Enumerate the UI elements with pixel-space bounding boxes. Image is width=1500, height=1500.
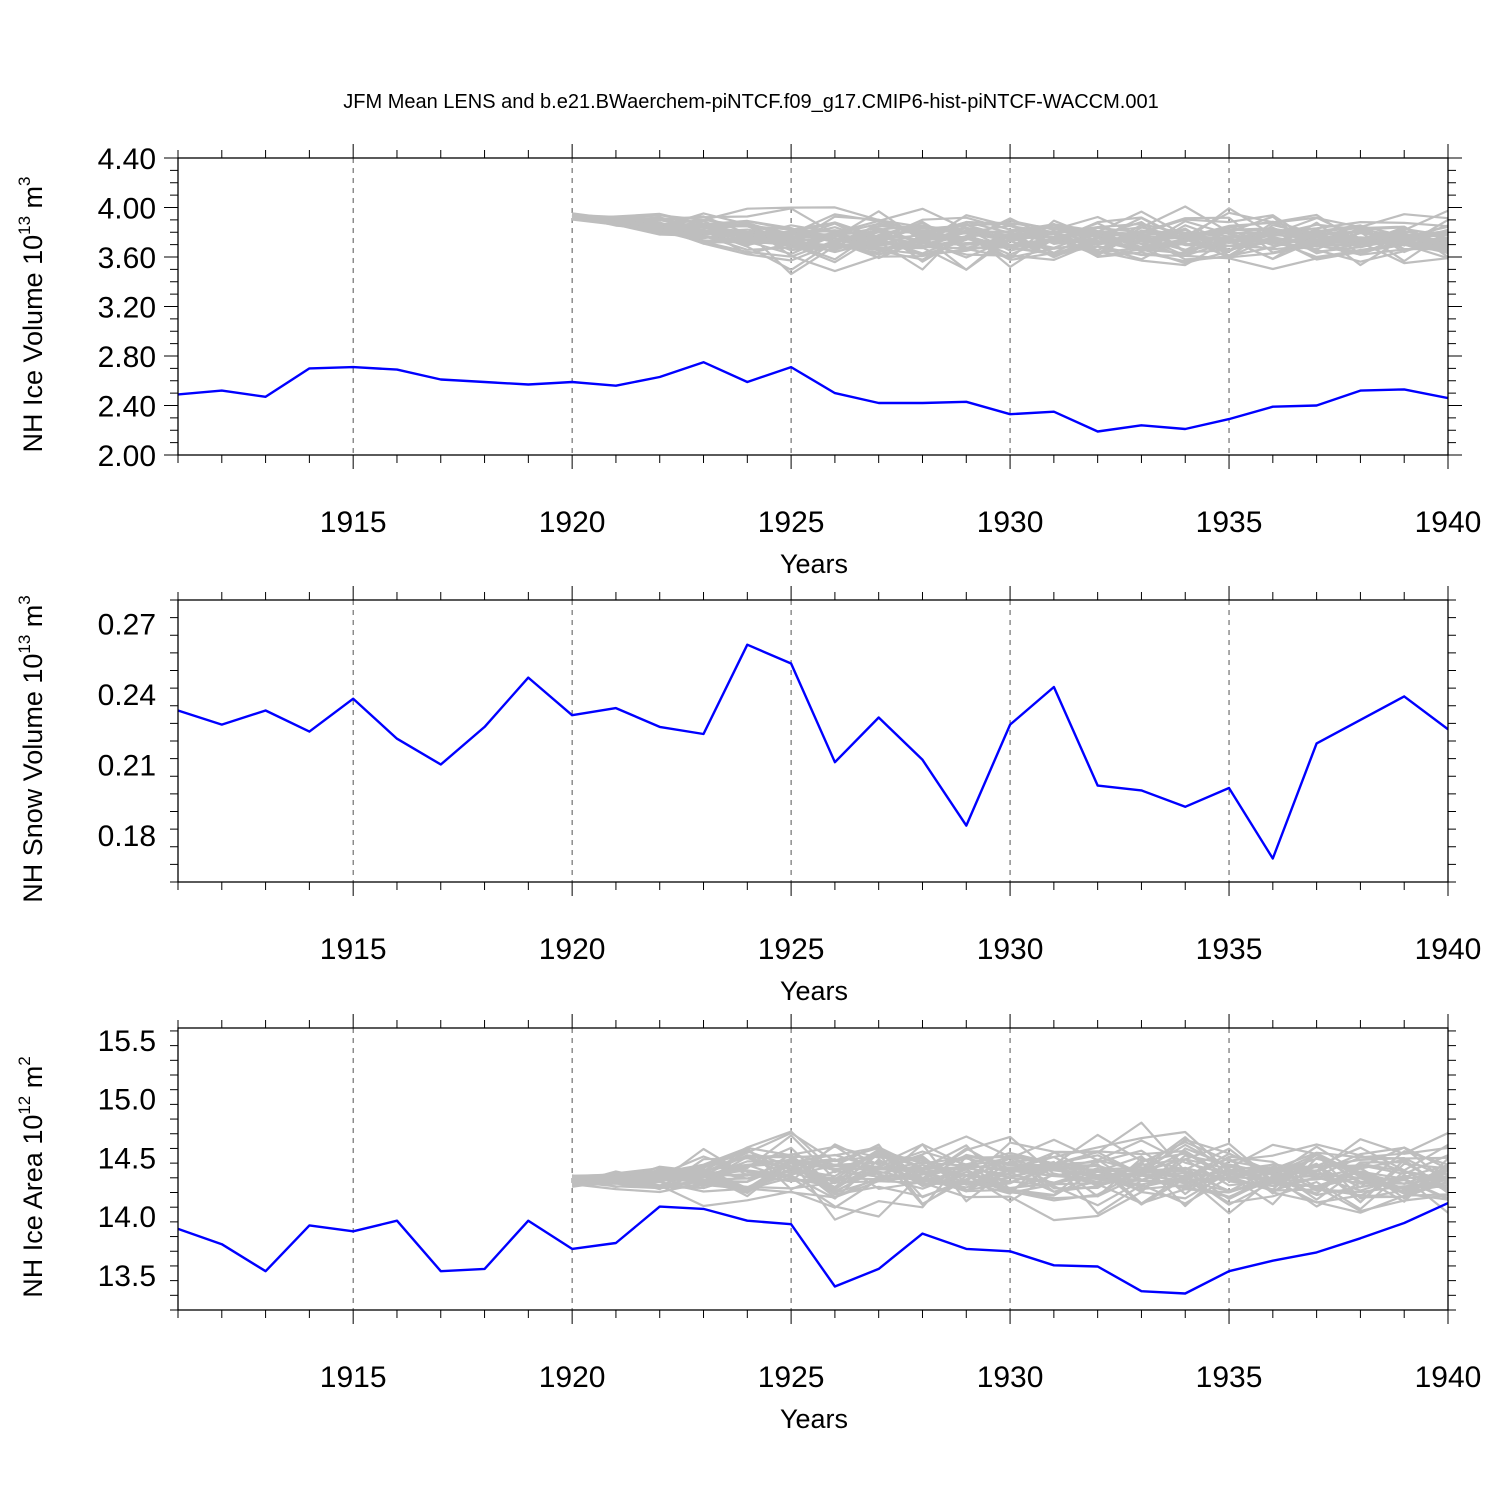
x-tick-label-1915: 1915 <box>320 1361 387 1394</box>
ensemble-member-line <box>571 1152 1448 1191</box>
x-tick-label-1930: 1930 <box>977 506 1044 539</box>
ensemble-member-line <box>571 1121 1448 1198</box>
y-tick-label-3.20: 3.20 <box>98 292 156 325</box>
x-tick-label-1925: 1925 <box>758 1361 825 1394</box>
ensemble-member-line <box>572 1146 1448 1204</box>
ensemble-member-line <box>571 211 1448 258</box>
x-tick-label-1935: 1935 <box>1196 506 1263 539</box>
x-tick-label-1925: 1925 <box>758 933 825 966</box>
y-tick-label-13.5: 13.5 <box>98 1260 156 1293</box>
plot-frame <box>177 599 1449 883</box>
series-line <box>178 361 1448 433</box>
x-tick-label-1935: 1935 <box>1196 933 1263 966</box>
ensemble-member-line <box>571 206 1448 254</box>
x-axis-label: Years <box>780 976 848 1006</box>
x-tick-label-1935: 1935 <box>1196 1361 1263 1394</box>
y-tick-label-15.0: 15.0 <box>98 1084 156 1117</box>
ensemble-member-line <box>572 212 1448 245</box>
y-tick-label-2.00: 2.00 <box>98 440 156 473</box>
x-axis-label: Years <box>780 1404 848 1434</box>
x-tick-label-1925: 1925 <box>758 506 825 539</box>
y-axis-label: NH Ice Volume 1013 m3 <box>15 177 48 453</box>
y-tick-label-4.00: 4.00 <box>98 193 156 226</box>
plot-area <box>178 1121 1448 1295</box>
y-tick-label-15.5: 15.5 <box>98 1025 156 1058</box>
y-tick-label-14.0: 14.0 <box>98 1201 156 1234</box>
plot-frame <box>177 1027 1449 1311</box>
panel-snow-volume: 1915 1920 1925 1930 1935 1940 0.18 0.21 0.24 0.27… <box>15 586 1481 1006</box>
y-axis-label: NH Snow Volume 1013 m3 <box>15 595 48 903</box>
x-tick-label-1915: 1915 <box>320 933 387 966</box>
plot-area <box>178 205 1448 433</box>
ensemble-member-line <box>571 1163 1448 1207</box>
ensemble-member-line <box>571 1130 1448 1206</box>
ensemble-member-line <box>571 214 1448 263</box>
ensemble-member-line <box>572 214 1448 259</box>
ensemble-member-line <box>572 1130 1448 1191</box>
x-axis-label: Years <box>780 549 848 579</box>
panel-ice-volume: 1915 1920 1925 1930 1935 1940 2.00 2.40 2.80 3.20… <box>15 143 1481 579</box>
y-tick-label-2.80: 2.80 <box>98 341 156 374</box>
y-tick-label-3.60: 3.60 <box>98 242 156 275</box>
figure-title: JFM Mean LENS and b.e21.BWaerchem-piNTCF… <box>343 91 1158 113</box>
y-tick-label-4.40: 4.40 <box>98 143 156 176</box>
y-tick-label-0.18: 0.18 <box>98 820 156 853</box>
panel-ice-area: 1915 1920 1925 1930 1935 1940 13.5 14.0 14.5 15.0… <box>15 1014 1481 1434</box>
series-line <box>178 1202 1448 1295</box>
y-tick-label-0.21: 0.21 <box>98 750 156 783</box>
x-tick-label-1915: 1915 <box>320 506 387 539</box>
x-tick-label-1940: 1940 <box>1415 1361 1482 1394</box>
x-tick-label-1920: 1920 <box>539 506 606 539</box>
x-tick-label-1940: 1940 <box>1415 933 1482 966</box>
x-tick-label-1920: 1920 <box>539 933 606 966</box>
y-tick-label-0.24: 0.24 <box>98 679 156 712</box>
y-axis-label: NH Ice Area 1012 m2 <box>15 1056 48 1297</box>
plot-area <box>178 643 1448 860</box>
x-tick-label-1930: 1930 <box>977 1361 1044 1394</box>
ensemble-member-line <box>571 213 1448 271</box>
x-tick-label-1930: 1930 <box>977 933 1044 966</box>
x-tick-label-1940: 1940 <box>1415 506 1482 539</box>
series-line <box>178 643 1448 860</box>
x-tick-label-1920: 1920 <box>539 1361 606 1394</box>
y-tick-label-14.5: 14.5 <box>98 1142 156 1175</box>
y-tick-label-0.27: 0.27 <box>98 609 156 642</box>
ensemble-member-line <box>571 1143 1448 1202</box>
y-tick-label-2.40: 2.40 <box>98 391 156 424</box>
